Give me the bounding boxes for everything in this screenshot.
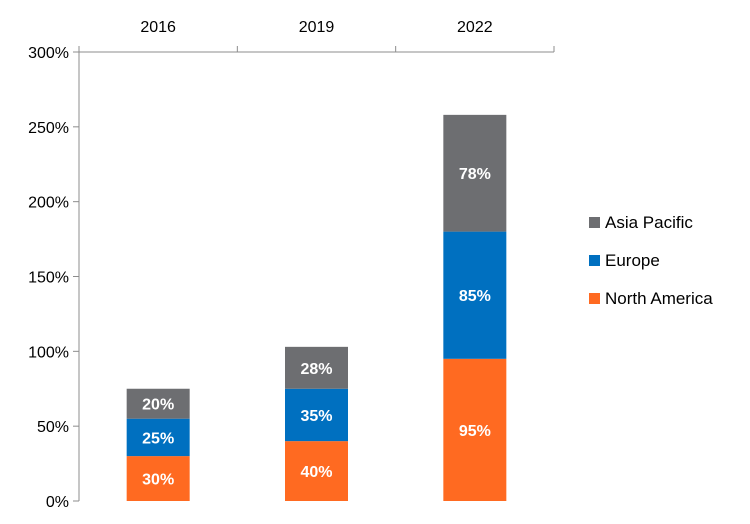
x-category-label: 2019 [299,19,335,36]
bar-asia-pacific [285,346,348,389]
data-label-asia-pacific: 20% [142,397,174,414]
y-tick-label: 150% [28,270,69,287]
legend-label-north-america: North America [605,289,713,308]
legend-label-asia-pacific: Asia Pacific [605,213,693,232]
data-label-europe: 85% [459,288,491,305]
legend-swatch-asia-pacific [589,217,600,228]
y-tick-label: 300% [28,45,69,62]
legend-swatch-europe [589,255,600,266]
data-label-north-america: 40% [300,464,332,481]
y-tick-label: 100% [28,344,69,361]
data-labels: 30% 25% 20% 40% 35% 28% 95% 85% 78% [142,166,491,488]
bar-europe [126,418,190,457]
bar-europe [443,231,507,359]
x-category-label: 2022 [457,19,493,36]
x-category-label: 2016 [140,19,176,36]
bar-asia-pacific [443,114,507,232]
data-label-asia-pacific: 28% [300,361,332,378]
bars [126,114,507,501]
data-label-asia-pacific: 78% [459,166,491,183]
legend: Asia Pacific Europe North America [589,213,713,308]
data-label-north-america: 95% [459,423,491,440]
bar-asia-pacific [126,388,190,419]
data-label-europe: 35% [300,408,332,425]
legend-label-europe: Europe [605,251,660,270]
bar-north-america [126,456,190,501]
bar-europe [285,388,348,442]
legend-swatch-north-america [589,293,600,304]
y-tick-label: 0% [46,494,69,511]
data-label-north-america: 30% [142,472,174,489]
y-tick-label: 250% [28,120,69,137]
y-tick-label: 200% [28,195,69,212]
axes: 0% 50% 100% 150% 200% 250% 300% 2016 2019 2022 [28,19,555,511]
bar-north-america [285,441,348,501]
bar-north-america [443,358,507,501]
data-label-europe: 25% [142,430,174,447]
y-tick-label: 50% [37,419,69,436]
